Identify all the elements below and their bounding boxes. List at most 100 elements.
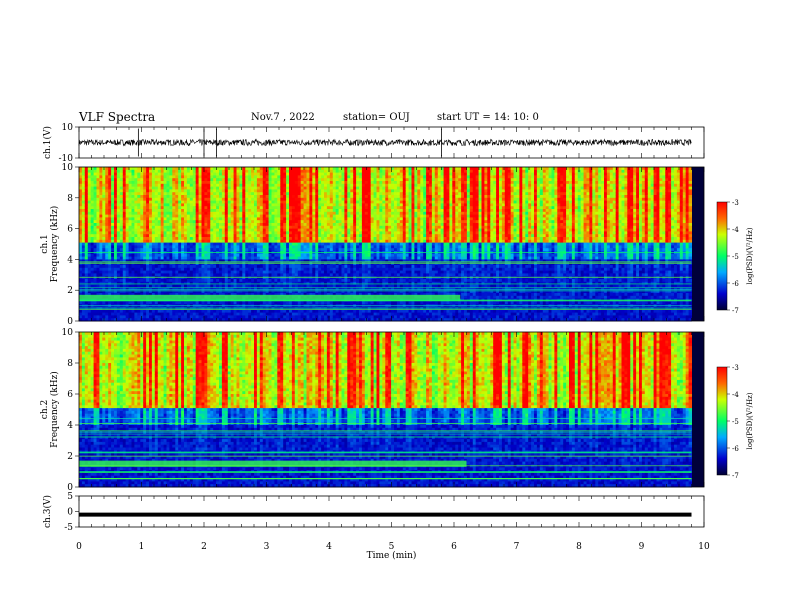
ch1-spec-cell bbox=[79, 183, 83, 188]
ch1-spec-cell bbox=[114, 259, 118, 263]
ch1-spec-cell bbox=[105, 178, 109, 182]
ch1-spec-cell bbox=[163, 217, 167, 221]
ch1-spec-cell bbox=[79, 225, 83, 230]
ch1-spec-cell bbox=[149, 192, 153, 196]
ch1-spec-cell bbox=[157, 245, 162, 249]
ch1-spec-cell bbox=[108, 253, 112, 258]
ch1-spec-cell bbox=[81, 195, 86, 199]
ch1-spec-cell bbox=[90, 189, 95, 193]
ch1-spec-cell bbox=[160, 253, 165, 258]
ch1-spec-cell bbox=[102, 242, 106, 246]
ch1-spec-cell bbox=[160, 318, 165, 322]
ch1-spec-cell bbox=[96, 214, 100, 218]
ch1-spec-cell bbox=[108, 265, 112, 269]
ch1-spec-cell bbox=[125, 284, 130, 288]
ch1-spec-cell bbox=[154, 309, 159, 314]
ch1-spec-cell bbox=[134, 270, 138, 274]
ch1-spec-cell bbox=[111, 175, 115, 179]
ch1-spec-cell bbox=[105, 256, 109, 260]
ch1-spec-cell bbox=[105, 287, 109, 291]
ch1-spec-cell bbox=[122, 211, 127, 216]
ch1-spec-cell bbox=[154, 287, 159, 291]
ch1-spec-cell bbox=[111, 245, 115, 249]
ch1-spec-cell bbox=[102, 267, 106, 272]
ch1-spec-cell bbox=[128, 267, 132, 272]
ch1-spec-cell bbox=[140, 276, 144, 280]
ch1-spec-cell bbox=[131, 239, 135, 244]
ch1-spec-cell bbox=[99, 209, 103, 213]
ch1-spec-cell bbox=[108, 175, 112, 179]
ch1-spec-cell bbox=[84, 195, 89, 199]
ch1-spec-cell bbox=[149, 178, 153, 182]
ch1-spec-cell bbox=[111, 242, 115, 246]
ch1-spec-cell bbox=[81, 211, 86, 216]
ch1-spec-cell bbox=[163, 242, 167, 246]
ch1-spec-cell bbox=[79, 239, 83, 244]
ch1-spec-cell bbox=[84, 301, 89, 305]
ch1-spec-cell bbox=[99, 178, 103, 182]
ch1-spec-cell bbox=[102, 231, 106, 235]
ch1-spec-cell bbox=[125, 181, 130, 185]
ch1-spec-cell bbox=[87, 197, 92, 202]
ch1-spec-cell bbox=[81, 189, 86, 193]
ch1-spec-cell bbox=[151, 234, 156, 238]
ch1-spec-cell bbox=[96, 217, 100, 221]
ch1-spec-cell bbox=[81, 192, 86, 196]
ch1-spec-cell bbox=[108, 214, 112, 218]
ch1-spec-cell bbox=[137, 234, 141, 238]
ch1-spec-cell bbox=[122, 253, 127, 258]
ch1-spec-cell bbox=[146, 309, 150, 314]
ch1-spec-cell bbox=[149, 245, 153, 249]
ch1-spec-cell bbox=[149, 242, 153, 246]
ch1-spec-cell bbox=[96, 228, 100, 232]
ch1-spec-cell bbox=[140, 189, 144, 193]
ch1-spec-cell bbox=[84, 237, 89, 241]
ch1-spec-cell bbox=[79, 259, 83, 263]
ch1-spec-cell bbox=[137, 175, 141, 179]
ch1-spec-cell bbox=[81, 217, 86, 221]
ch1-spec-cell bbox=[119, 211, 124, 216]
ch1-spec-cell bbox=[140, 248, 144, 252]
ch1-spec-cell bbox=[90, 172, 95, 176]
ch1-spec-cell bbox=[102, 293, 106, 297]
ch1-spec-cell bbox=[116, 245, 121, 249]
ch1-spec-cell bbox=[93, 183, 97, 188]
ch1-spec-cell bbox=[96, 186, 100, 190]
ch1-spec-cell bbox=[151, 270, 156, 274]
ch1-spec-cell bbox=[149, 293, 153, 297]
ch1-spec-cell bbox=[114, 307, 118, 311]
ch1-spec-cell bbox=[151, 214, 156, 218]
ch1-spec-cell bbox=[111, 169, 115, 174]
ch1-spec-cell bbox=[111, 217, 115, 221]
ch1-spec-cell bbox=[116, 301, 121, 305]
ch1-spec-cell bbox=[114, 178, 118, 182]
ch1-spec-cell bbox=[137, 214, 141, 218]
ch1-spec-cell bbox=[163, 301, 167, 305]
ch1-spec-cell bbox=[87, 312, 92, 316]
ch1-spec-cell bbox=[151, 245, 156, 249]
ch1-spec-cell bbox=[90, 259, 95, 263]
ch1-spec-cell bbox=[134, 315, 138, 319]
ch1-spec-cell bbox=[146, 167, 150, 171]
ch1-spec-cell bbox=[163, 220, 167, 224]
ch1-spec-cell bbox=[87, 189, 92, 193]
ch1-spec-cell bbox=[122, 209, 127, 213]
ch1-spec-cell bbox=[87, 200, 92, 204]
ch1-spec-cell bbox=[122, 270, 127, 274]
ch1-spec-cell bbox=[149, 203, 153, 207]
ch1-spec-cell bbox=[84, 265, 89, 269]
ch1-spec-cell bbox=[93, 259, 97, 263]
ch1-spec-cell bbox=[111, 186, 115, 190]
ch1-spec-cell bbox=[114, 206, 118, 210]
ch1-spec-cell bbox=[99, 279, 103, 283]
ch1-spec-cell bbox=[108, 223, 112, 227]
ch1-spec-cell bbox=[116, 186, 121, 190]
ch1-spec-cell bbox=[140, 203, 144, 207]
ch1-spec-cell bbox=[154, 318, 159, 322]
ch1-spec-cell bbox=[111, 293, 115, 297]
ch1-spec-cell bbox=[149, 231, 153, 235]
ch1-spec-cell bbox=[122, 217, 127, 221]
ch1-spec-cell bbox=[81, 237, 86, 241]
ch1-spec-cell bbox=[105, 234, 109, 238]
